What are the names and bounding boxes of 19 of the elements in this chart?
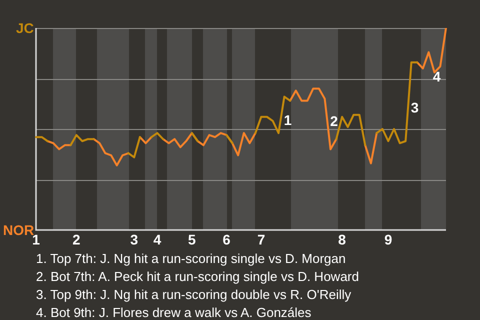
text: 2. Bot 7th: A. Peck hit a run-scoring single vs D. Howard — [36, 268, 359, 286]
text: 1. Top 7th: J. Ng hit a run-scoring single vs D. Morgan — [36, 250, 347, 268]
annotation: 1 — [284, 112, 292, 128]
annotation: 3 — [410, 100, 419, 116]
x-tick-label: 4 — [153, 231, 162, 248]
annotation: 2 — [330, 112, 338, 129]
x-tick-label: 6 — [222, 231, 231, 248]
text: 3. Top 9th: J. Ng hit a run-scoring double vs R. O'Reilly — [36, 286, 352, 304]
text: NOR — [3, 222, 34, 238]
x-tick-label: 7 — [257, 231, 266, 248]
text: JC — [16, 20, 34, 36]
x-tick-label: 9 — [384, 231, 392, 248]
x-tick-label: 8 — [338, 231, 346, 248]
annotation: 4 — [432, 68, 441, 84]
x-tick-label: 1 — [32, 231, 40, 248]
text: 4. Bot 9th: J. Flores drew a walk vs A. Gonzáles — [36, 304, 312, 320]
x-tick-label: 3 — [130, 231, 138, 248]
x-tick-label: 2 — [72, 231, 81, 248]
x-tick-label: 5 — [188, 231, 196, 248]
